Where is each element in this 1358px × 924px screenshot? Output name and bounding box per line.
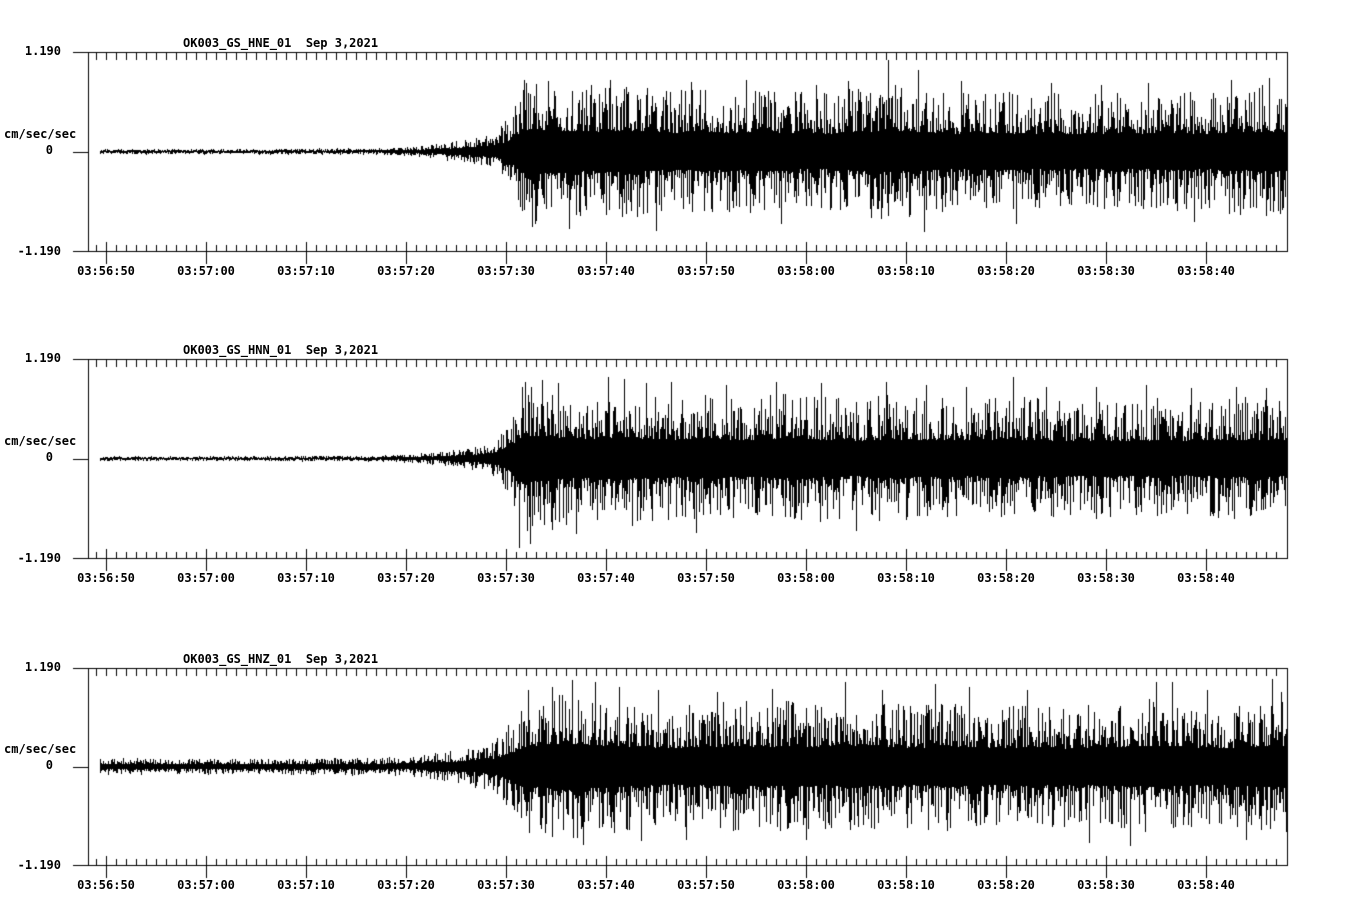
seismogram-canvas: [0, 0, 1358, 924]
seismogram-figure: OK003_GS_HNE_01 Sep 3,2021 1.190 cm/sec/…: [0, 0, 1358, 924]
